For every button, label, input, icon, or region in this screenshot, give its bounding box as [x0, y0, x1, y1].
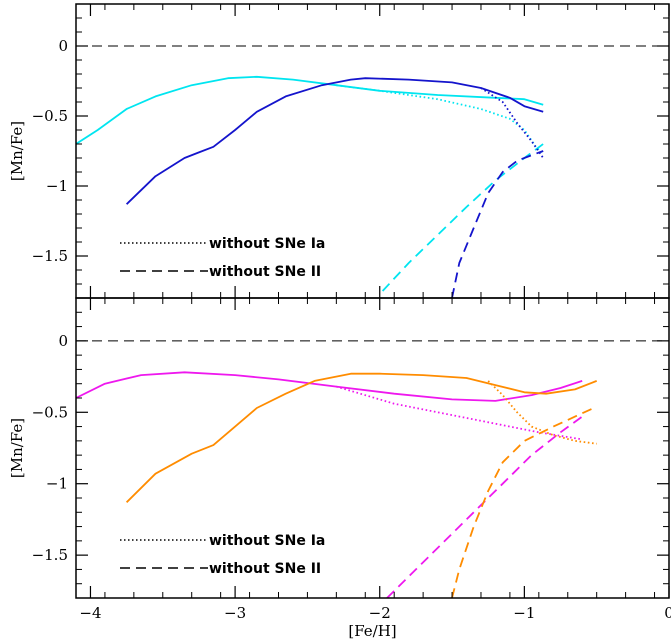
x-tick-label: −2 [369, 604, 391, 622]
x-tick-label: 0 [664, 604, 671, 622]
y-tick-label: −1 [46, 475, 68, 493]
legend-label: without SNe II [209, 264, 321, 280]
series-line-dashed [451, 405, 598, 598]
series-line-dashed [451, 150, 544, 298]
x-tick-label: −1 [513, 604, 535, 622]
y-tick-label: −1.5 [32, 546, 68, 564]
plot-frame [75, 3, 670, 299]
x-axis-label: [Fe/H] [348, 622, 396, 640]
y-tick-label: 0 [58, 37, 68, 55]
y-axis-label: [Mn/Fe] [8, 121, 26, 181]
legend-label: without SNe Ia [209, 236, 325, 252]
bottom-panel: without SNe Ia without SNe II 0 −0.5 −1 −1.5 −… [8, 297, 671, 622]
legend-label: without SNe II [209, 561, 321, 577]
series-line-solid [76, 75, 544, 145]
top-panel: without SNe Ia without SNe II 0 −0.5 −1 −1.5 [… [8, 3, 670, 299]
legend-label: without SNe Ia [209, 533, 325, 549]
y-tick-label: −1.5 [32, 247, 68, 265]
y-tick-label: −0.5 [32, 403, 68, 421]
x-tick-label: −3 [224, 604, 246, 622]
series-line-dotted [487, 380, 597, 445]
x-tick-label: −4 [79, 604, 101, 622]
y-tick-label: −1 [46, 177, 68, 195]
series-line-dotted [480, 87, 544, 159]
series-line-solid [125, 77, 544, 205]
series-line-dotted [336, 385, 583, 441]
y-tick-label: −0.5 [32, 107, 68, 125]
series-line-dashed [381, 143, 544, 292]
y-tick-label: 0 [58, 332, 68, 350]
series-line-solid [125, 372, 598, 503]
plot-frame [75, 297, 670, 599]
series-line-dashed [386, 415, 583, 598]
series-line-solid [76, 371, 583, 402]
y-axis-label: [Mn/Fe] [8, 418, 26, 478]
